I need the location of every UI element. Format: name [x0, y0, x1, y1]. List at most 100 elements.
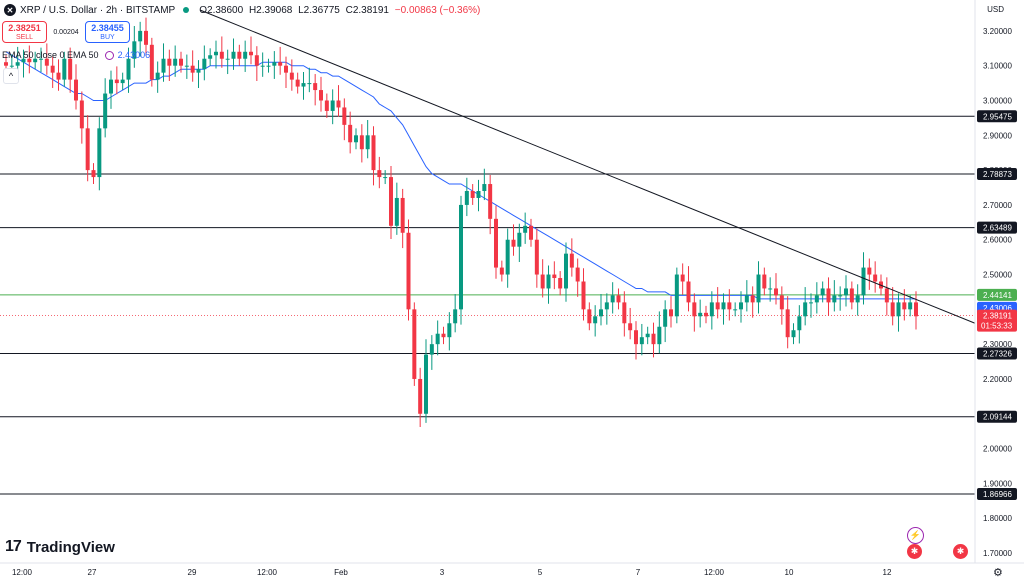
- buy-price: 2.38455: [91, 23, 124, 33]
- candle-body: [365, 135, 370, 150]
- candle-body: [424, 354, 428, 414]
- y-tick-label: 2.30000: [983, 340, 1012, 349]
- candle-body: [739, 302, 743, 310]
- candle-body: [523, 225, 528, 233]
- candle-body: [21, 58, 26, 63]
- candle-body: [674, 274, 679, 317]
- candle-body: [441, 333, 446, 338]
- us-flag-icon[interactable]: ✱: [907, 544, 922, 559]
- sell-button[interactable]: 2.38251 SELL: [2, 21, 47, 43]
- open-value: O2.38600: [199, 4, 244, 16]
- y-tick-label: 2.60000: [983, 236, 1012, 245]
- candle-body: [529, 225, 533, 240]
- candle-body: [284, 65, 288, 73]
- y-tick-label: 2.20000: [983, 375, 1012, 384]
- candle-body: [190, 65, 195, 73]
- candle-body: [68, 58, 73, 80]
- y-tick-label: 1.70000: [983, 549, 1012, 558]
- candle-body: [377, 170, 382, 178]
- buy-button[interactable]: 2.38455 BUY: [85, 21, 130, 43]
- candle-body: [628, 323, 633, 331]
- y-tick-label: 3.20000: [983, 27, 1012, 36]
- candle-body: [914, 302, 918, 317]
- close-value: C2.38191: [345, 4, 389, 16]
- green-level-label-bg: [977, 288, 1017, 301]
- candle-body: [756, 274, 761, 303]
- candle-body: [295, 79, 300, 87]
- candle-body: [126, 58, 131, 80]
- candle-body: [698, 312, 703, 317]
- candle-body: [785, 309, 790, 338]
- high-value: H2.39068: [248, 4, 293, 16]
- x-tick-label: 12:00: [257, 568, 278, 577]
- candle-body: [301, 83, 306, 87]
- candle-body: [838, 295, 843, 297]
- candle-body: [849, 288, 854, 303]
- candle-body: [202, 58, 207, 70]
- candle-body: [371, 135, 376, 171]
- time-axis: 12:00 27 29 12:00 Feb 3 5 7 12:00 10 12: [0, 562, 1024, 577]
- candle-body: [686, 281, 691, 303]
- candle-body: [534, 239, 539, 275]
- countdown-label: 01:53:33: [981, 322, 1013, 331]
- candle-body: [383, 177, 388, 179]
- candle-body: [604, 302, 609, 310]
- candle-body: [593, 316, 598, 324]
- candle-body: [33, 58, 38, 63]
- candle-body: [902, 302, 907, 310]
- candle-body: [307, 83, 312, 85]
- candle-body: [639, 337, 644, 345]
- candle-body: [587, 309, 592, 324]
- candle-body: [79, 100, 84, 129]
- candle-body: [470, 191, 475, 198]
- candle-body: [464, 191, 469, 205]
- level-label: 2.27326: [983, 349, 1012, 358]
- us-flag-icon-axis[interactable]: ✱: [953, 544, 968, 559]
- x-tick-label: 27: [88, 568, 97, 577]
- tradingview-logo: 17 TradingView: [5, 538, 115, 556]
- indicator-settings-icon[interactable]: [104, 50, 114, 60]
- candle-body: [359, 135, 364, 150]
- y-tick-label: 3.10000: [983, 62, 1012, 71]
- x-tick-label: Feb: [334, 568, 348, 577]
- candle-body: [44, 58, 49, 66]
- candle-body: [109, 79, 113, 94]
- candle-body: [575, 267, 580, 282]
- candle-body: [254, 55, 259, 66]
- candle-body: [884, 288, 889, 303]
- candle-body: [680, 274, 685, 282]
- low-value: L2.36775: [298, 4, 340, 16]
- collapse-legend-button[interactable]: ^: [3, 68, 19, 84]
- horizontal-levels: [0, 115, 975, 495]
- currency-selector[interactable]: USD: [987, 5, 1004, 14]
- candle-body: [669, 309, 673, 317]
- candle-body: [278, 62, 283, 66]
- ohlc-values: O2.38600 H2.39068 L2.36775 C2.38191 −0.0…: [199, 5, 483, 16]
- candle-body: [803, 302, 808, 317]
- gear-icon[interactable]: ⚙: [993, 567, 1003, 579]
- candle-body: [435, 333, 440, 345]
- candle-body: [499, 267, 504, 275]
- indicator-legend[interactable]: EMA 50 close 0 EMA 50 2.43006: [2, 50, 150, 60]
- candle-body: [744, 295, 749, 303]
- candle-body: [873, 274, 878, 282]
- candle-body: [488, 184, 493, 219]
- symbol-title[interactable]: XRP / U.S. Dollar · 2h · BITSTAMP: [20, 4, 176, 16]
- y-tick-label: 3.00000: [983, 97, 1012, 106]
- level-label-bg: [977, 221, 1017, 234]
- x-tick-label: 29: [188, 568, 197, 577]
- brand-name: TradingView: [26, 538, 115, 556]
- candle-body: [400, 197, 405, 233]
- candle-body: [173, 58, 178, 66]
- candle-body: [482, 184, 487, 191]
- candle-body: [814, 295, 819, 303]
- candle-body: [733, 309, 738, 311]
- candle-body: [890, 302, 895, 317]
- candle-body: [249, 51, 253, 56]
- candle-body: [354, 135, 358, 143]
- candle-body: [855, 295, 860, 303]
- candle-body: [149, 44, 154, 80]
- lightning-icon[interactable]: ⚡: [907, 527, 924, 544]
- level-label: 2.09144: [983, 413, 1012, 422]
